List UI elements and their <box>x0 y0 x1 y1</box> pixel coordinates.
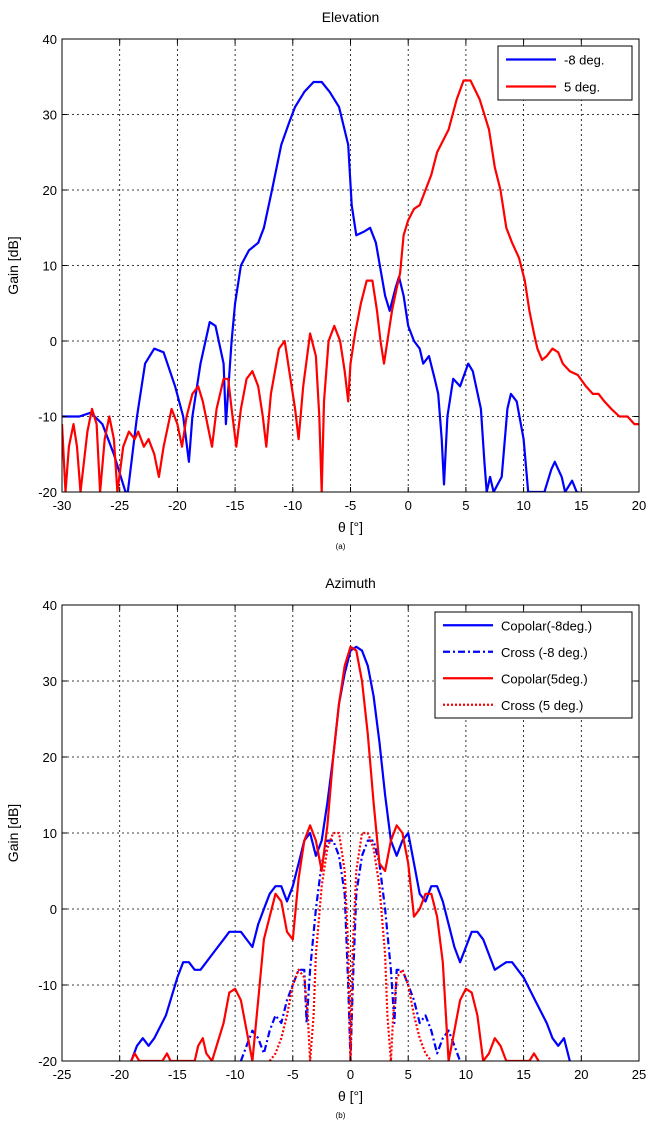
series-line-1 <box>239 839 462 1061</box>
x-tick-label: -15 <box>226 498 245 513</box>
chart-title: Azimuth <box>325 575 376 591</box>
legend-box <box>497 45 633 101</box>
x-tick-label: 10 <box>459 1067 473 1082</box>
subfigure-caption: (b) <box>336 1111 346 1120</box>
legend-box <box>434 611 633 719</box>
y-tick-label: 40 <box>43 32 57 47</box>
y-tick-label: 10 <box>43 259 57 274</box>
legend-label-3: Cross (5 deg.) <box>501 698 583 713</box>
series-line-3 <box>268 831 433 1061</box>
x-tick-label: 0 <box>347 1067 354 1082</box>
y-tick-label: 20 <box>43 750 57 765</box>
legend: Copolar(-8deg.) Cross (-8 deg.) Copolar(5d… <box>434 611 633 719</box>
x-tick-label: 20 <box>574 1067 588 1082</box>
y-tick-label: 0 <box>50 334 57 349</box>
x-tick-label: -5 <box>345 498 357 513</box>
y-tick-label: -10 <box>38 978 57 993</box>
y-tick-label: 20 <box>43 183 57 198</box>
legend-label-1: 5 deg. <box>564 80 600 95</box>
subfigure-caption: (a) <box>336 542 346 551</box>
x-tick-label: 10 <box>516 498 530 513</box>
x-tick-label: -25 <box>110 498 129 513</box>
legend-label-2: Copolar(5deg.) <box>501 671 588 686</box>
x-tick-label: 5 <box>462 498 469 513</box>
chart-title: Elevation <box>322 9 380 25</box>
y-axis-label: Gain [dB] <box>5 236 21 294</box>
chart-elevation: -30 -25 -20 -15 -10 -5 0 5 10 15 20 -20 -10 0 10 20 30 40… <box>5 9 646 551</box>
x-tick-label: 25 <box>632 1067 646 1082</box>
x-tick-label: 15 <box>574 498 588 513</box>
y-tick-label: -10 <box>38 410 57 425</box>
chart-azimuth: -25 -20 -15 -10 -5 0 5 10 15 20 25-20-10010203040A… <box>5 575 646 1120</box>
x-axis-label: θ [°] <box>338 1088 363 1104</box>
x-tick-label: -30 <box>53 498 72 513</box>
y-tick-label: 0 <box>50 902 57 917</box>
legend: -8 deg. 5 deg. <box>497 45 633 101</box>
x-tick-label: -15 <box>168 1067 187 1082</box>
x-tick-label: 5 <box>405 1067 412 1082</box>
x-tick-label: -25 <box>53 1067 72 1082</box>
x-tick-label: -10 <box>226 1067 245 1082</box>
series-line-1 <box>62 79 639 492</box>
x-tick-label: 0 <box>405 498 412 513</box>
y-axis-label: Gain [dB] <box>5 804 21 862</box>
series-line-2 <box>130 645 540 1061</box>
legend-label-1: Cross (-8 deg.) <box>501 645 588 660</box>
x-tick-label: -20 <box>168 498 187 513</box>
legend-label-0: Copolar(-8deg.) <box>501 618 592 633</box>
y-tick-label: 30 <box>43 674 57 689</box>
x-axis-label: θ [°] <box>338 519 363 535</box>
y-tick-label: 40 <box>43 598 57 613</box>
series-line-0 <box>130 645 571 1061</box>
series-group <box>130 645 571 1061</box>
legend-label-0: -8 deg. <box>564 53 604 68</box>
x-tick-label: -10 <box>283 498 302 513</box>
y-tick-label: -20 <box>38 485 57 500</box>
y-tick-label: 30 <box>43 108 57 123</box>
x-tick-label: 20 <box>632 498 646 513</box>
series-group <box>62 79 639 492</box>
x-tick-label: -5 <box>287 1067 299 1082</box>
x-tick-label: 15 <box>516 1067 530 1082</box>
y-tick-label: -20 <box>38 1054 57 1069</box>
x-tick-label: -20 <box>110 1067 129 1082</box>
y-tick-label: 10 <box>43 826 57 841</box>
series-line-0 <box>62 80 582 492</box>
